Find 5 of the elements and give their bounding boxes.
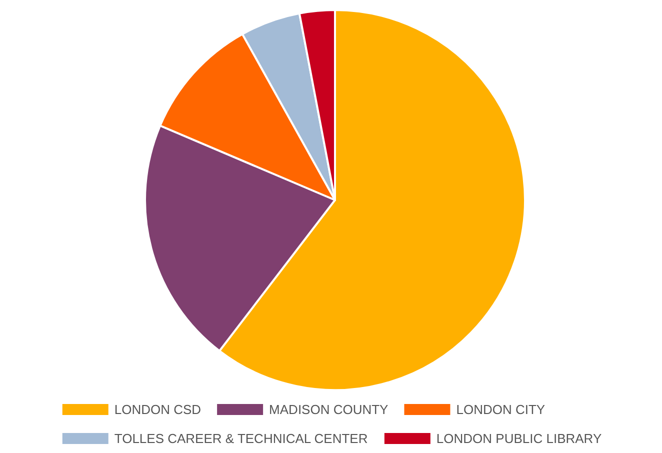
legend-label: MADISON COUNTY (269, 402, 389, 417)
legend-label: LONDON CSD (114, 402, 202, 417)
legend-label: LONDON PUBLIC LIBRARY (436, 431, 602, 446)
legend-label: LONDON CITY (456, 402, 546, 417)
legend-label: TOLLES CAREER & TECHNICAL CENTER (114, 431, 368, 446)
